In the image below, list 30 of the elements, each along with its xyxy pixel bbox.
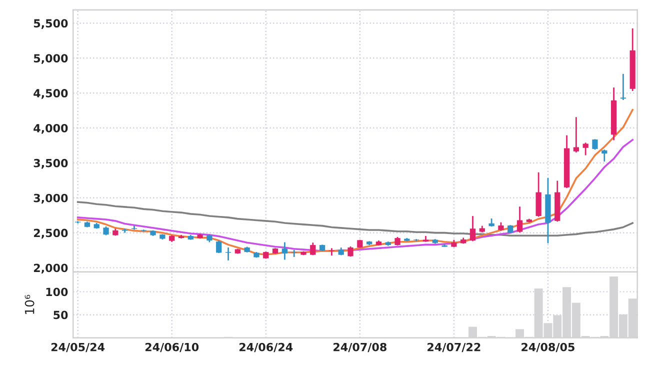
candlestick — [470, 215, 476, 242]
y-tick-label: 4,500 — [34, 89, 68, 99]
line-series — [76, 108, 634, 256]
y-tick-label: 2,500 — [34, 228, 68, 239]
candlestick — [516, 206, 523, 234]
candlestick — [348, 246, 354, 258]
y-tick-label: 50 — [54, 310, 68, 320]
y-tick-label: 2,000 — [34, 264, 68, 274]
candlestick — [573, 116, 579, 154]
candlestick — [282, 242, 288, 260]
candlestick — [592, 138, 598, 150]
y-tick-label: 100 — [46, 288, 68, 296]
y-tick-label: 3,500 — [34, 158, 68, 169]
candlestick — [310, 242, 316, 256]
y-tick-label: 3,000 — [34, 194, 68, 204]
x-tick-label: 24/08/05 — [522, 342, 574, 352]
y-tick-label: 5,000 — [34, 54, 68, 64]
x-tick-label: 24/06/10 — [145, 342, 199, 352]
x-tick-label: 24/05/24 — [51, 342, 105, 352]
candlestick — [536, 172, 542, 218]
candlestick — [602, 148, 608, 162]
candlestick — [582, 142, 588, 156]
y-axis-title: 10⁶ — [24, 294, 34, 314]
candlestick — [620, 73, 626, 101]
y-tick-label: 5,500 — [34, 19, 68, 29]
y-tick-label: 4,000 — [34, 124, 68, 134]
x-tick-label: 24/07/08 — [334, 342, 386, 352]
x-tick-label: 24/06/24 — [240, 342, 293, 352]
x-tick-label: 24/07/22 — [428, 342, 480, 352]
candlestick — [216, 240, 222, 254]
